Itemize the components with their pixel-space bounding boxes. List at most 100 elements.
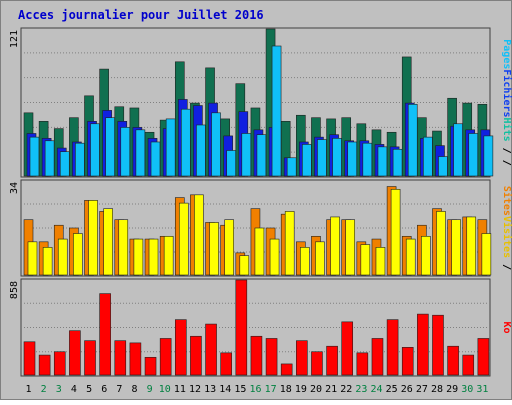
- x-tick-label-2: 2: [41, 384, 47, 395]
- bar-traffic-pages-8: [135, 129, 146, 177]
- legend-separator: /: [501, 160, 512, 166]
- bar-visits-sites-28: [436, 211, 446, 276]
- x-tick-label-25: 25: [386, 384, 398, 395]
- bar-traffic-pages-11: [180, 108, 191, 177]
- x-tick-label-5: 5: [86, 384, 92, 395]
- legend-separator: /: [501, 258, 512, 270]
- bar-traffic-pages-16: [256, 134, 267, 177]
- bar-kb-ko-18: [280, 363, 293, 376]
- bar-kb-ko-28: [432, 314, 444, 376]
- legend-item-visites: Visites: [501, 216, 512, 258]
- legend-item-ko: Ko: [501, 321, 512, 333]
- bar-visits-sites-29: [451, 219, 461, 276]
- bar-kb-ko-27: [417, 313, 429, 376]
- bar-visits-sites-23: [360, 244, 371, 276]
- legend-item-sites: Sites: [501, 186, 512, 216]
- x-tick-label-29: 29: [446, 384, 458, 395]
- x-tick-label-13: 13: [204, 384, 216, 395]
- bar-visits-sites-13: [209, 222, 219, 276]
- bar-kb-ko-20: [311, 351, 323, 376]
- bar-visits-sites-1: [27, 241, 38, 276]
- x-tick-label-28: 28: [431, 384, 443, 395]
- bar-traffic-pages-14: [226, 150, 236, 177]
- bar-visits-sites-27: [421, 235, 431, 276]
- bar-visits-sites-14: [224, 219, 234, 276]
- bar-traffic-pages-20: [317, 139, 327, 177]
- bar-kb-ko-15: [235, 279, 248, 376]
- x-tick-label-27: 27: [416, 384, 428, 395]
- bar-kb-ko-19: [296, 340, 308, 376]
- bar-visits-sites-26: [405, 238, 416, 276]
- bar-visits-sites-12: [194, 194, 204, 276]
- bar-visits-sites-4: [73, 233, 83, 276]
- x-tick-label-7: 7: [116, 384, 122, 395]
- bar-kb-ko-5: [84, 340, 96, 376]
- bar-kb-ko-26: [401, 347, 414, 376]
- bar-kb-ko-7: [114, 340, 127, 376]
- bar-visits-sites-7: [118, 219, 129, 276]
- bar-traffic-pages-21: [332, 138, 342, 177]
- bar-kb-ko-13: [205, 323, 217, 376]
- x-tick-label-14: 14: [219, 384, 231, 395]
- bar-kb-ko-31: [477, 338, 490, 376]
- bar-visits-sites-3: [57, 238, 68, 276]
- bar-kb-ko-3: [53, 351, 66, 376]
- bar-kb-ko-12: [190, 335, 202, 376]
- bar-traffic-pages-28: [438, 156, 448, 177]
- x-tick-label-8: 8: [131, 384, 137, 395]
- bar-visits-sites-30: [466, 216, 477, 276]
- bar-kb-ko-4: [69, 330, 81, 376]
- legend-visits: SitesVisites /: [501, 186, 512, 270]
- x-tick-label-1: 1: [26, 384, 32, 395]
- legend-traffic: PagesFichiersHits / /: [501, 39, 512, 165]
- x-tick-label-23: 23: [355, 384, 367, 395]
- bar-kb-ko-17: [265, 338, 278, 376]
- bar-visits-sites-22: [345, 219, 356, 276]
- x-tick-label-26: 26: [401, 384, 413, 395]
- x-tick-label-12: 12: [189, 384, 201, 395]
- x-tick-label-3: 3: [56, 384, 62, 395]
- bar-traffic-pages-3: [59, 151, 70, 177]
- x-tick-label-10: 10: [159, 384, 171, 395]
- bar-traffic-pages-9: [150, 141, 161, 177]
- legend-separator: /: [501, 142, 512, 160]
- bar-traffic-pages-27: [423, 136, 433, 177]
- bar-visits-sites-16: [254, 227, 265, 276]
- x-tick-label-18: 18: [280, 384, 292, 395]
- legend-item-hits: Hits: [501, 118, 512, 142]
- bar-visits-sites-10: [163, 235, 174, 276]
- legend-item-fichiers: Fichiers: [501, 69, 512, 117]
- bar-kb-ko-11: [174, 319, 187, 376]
- bar-traffic-pages-2: [44, 140, 55, 177]
- x-tick-label-6: 6: [101, 384, 107, 395]
- bar-kb-ko-24: [371, 338, 384, 376]
- bar-traffic-pages-13: [211, 112, 221, 177]
- bar-kb-ko-22: [341, 321, 354, 376]
- y-max-label-visits: 34: [9, 182, 20, 194]
- bar-visits-sites-21: [330, 216, 340, 276]
- legend-item-pages: Pages: [501, 39, 512, 69]
- legend-kb: Ko: [501, 321, 512, 333]
- bar-visits-sites-31: [481, 233, 492, 276]
- x-tick-label-4: 4: [71, 384, 77, 395]
- bar-traffic-pages-19: [302, 144, 312, 177]
- bar-visits-sites-5: [88, 200, 98, 276]
- bar-traffic-pages-7: [120, 127, 131, 177]
- bar-visits-sites-24: [375, 247, 386, 276]
- bar-kb-ko-2: [38, 354, 51, 376]
- chart-title: Acces journalier pour Juillet 2016: [18, 8, 264, 22]
- bar-traffic-pages-25: [392, 148, 403, 177]
- bar-traffic-pages-29: [453, 123, 463, 177]
- bar-traffic-pages-5: [90, 123, 100, 177]
- y-max-label-traffic: 121: [9, 30, 20, 48]
- y-max-label-kb: 858: [9, 281, 20, 299]
- bar-traffic-pages-6: [105, 117, 115, 177]
- bar-kb-ko-16: [250, 335, 263, 376]
- bar-kb-ko-14: [220, 352, 232, 376]
- bar-kb-ko-29: [447, 345, 459, 376]
- bar-visits-sites-11: [178, 202, 189, 276]
- bar-kb-ko-30: [462, 354, 475, 376]
- bar-visits-sites-17: [269, 238, 280, 276]
